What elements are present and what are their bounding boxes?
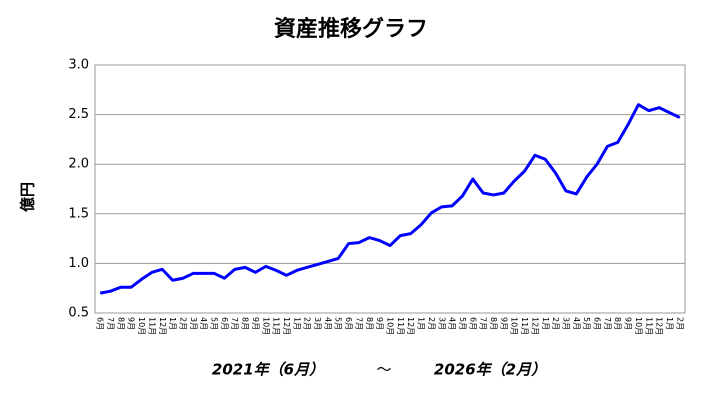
x-tick-label: 10月 [261,317,270,335]
annotation: 2021年（6月） [212,361,324,379]
x-tick-label: 1月 [417,317,426,330]
x-tick-label: 5月 [582,317,591,330]
x-tick-label: 11月 [147,317,156,335]
x-tick-label: 5月 [458,317,467,330]
x-tick-label: 11月 [520,317,529,335]
x-tick-label: 9月 [375,317,384,330]
y-tick-label: 0.5 [68,306,89,321]
x-tick-label: 12月 [406,317,415,335]
y-tick-label: 1.0 [68,256,89,271]
x-tick-label: 8月 [365,317,374,330]
x-tick-label: 4月 [323,317,332,330]
x-tick-label: 4月 [199,317,208,330]
x-tick-label: 10月 [634,317,643,335]
x-tick-label: 9月 [127,317,136,330]
x-tick-label: 3月 [313,317,322,330]
x-tick-label: 11月 [396,317,405,335]
chart-title: 資産推移グラフ [274,16,428,42]
plot-border [94,64,686,314]
x-tick-label: 6月 [344,317,353,330]
x-tick-label: 12月 [655,317,664,335]
x-tick-label: 6月 [468,317,477,330]
x-tick-label: 7月 [603,317,612,330]
x-tick-label: 3月 [561,317,570,330]
x-tick-label: 1月 [292,317,301,330]
x-tick-label: 9月 [251,317,260,330]
x-tick-label: 7月 [230,317,239,330]
x-tick-label: 10月 [137,317,146,335]
y-axis-label: 億円 [19,182,37,212]
x-tick-label: 7月 [479,317,488,330]
x-tick-label: 8月 [241,317,250,330]
x-tick-label: 2月 [427,317,436,330]
x-tick-label: 8月 [116,317,125,330]
x-tick-label: 6月 [220,317,229,330]
x-tick-label: 11月 [644,317,653,335]
x-tick-label: 2月 [551,317,560,330]
x-tick-label: 2月 [675,317,684,330]
x-tick-label: 3月 [189,317,198,330]
y-tick-label: 1.5 [68,206,89,221]
x-tick-label: 5月 [334,317,343,330]
x-tick-label: 12月 [530,317,539,335]
x-tick-label: 2月 [178,317,187,330]
x-tick-label: 4月 [572,317,581,330]
x-tick-label: 11月 [272,317,281,335]
y-tick-label: 3.0 [68,58,89,73]
x-tick-label: 12月 [282,317,291,335]
x-tick-label: 1月 [168,317,177,330]
y-tick-label: 2.0 [68,157,89,172]
x-tick-label: 6月 [593,317,602,330]
x-tick-label: 8月 [613,317,622,330]
x-tick-label: 7月 [354,317,363,330]
x-tick-label: 9月 [499,317,508,330]
x-tick-label: 1月 [541,317,550,330]
annotation: 2026年（2月） [434,361,546,379]
x-tick-label: 6月 [96,317,105,330]
x-tick-label: 5月 [210,317,219,330]
x-tick-label: 9月 [624,317,633,330]
y-tick-label: 2.5 [68,107,89,122]
x-tick-label: 12月 [158,317,167,335]
x-tick-label: 2月 [303,317,312,330]
data-line [99,103,681,295]
x-tick-label: 10月 [510,317,519,335]
x-tick-label: 4月 [448,317,457,330]
x-tick-label: 7月 [106,317,115,330]
x-tick-label: 3月 [437,317,446,330]
x-tick-label: 8月 [489,317,498,330]
x-tick-label: 10月 [386,317,395,335]
annotation: ～ [376,361,391,379]
x-tick-label: 1月 [665,317,674,330]
